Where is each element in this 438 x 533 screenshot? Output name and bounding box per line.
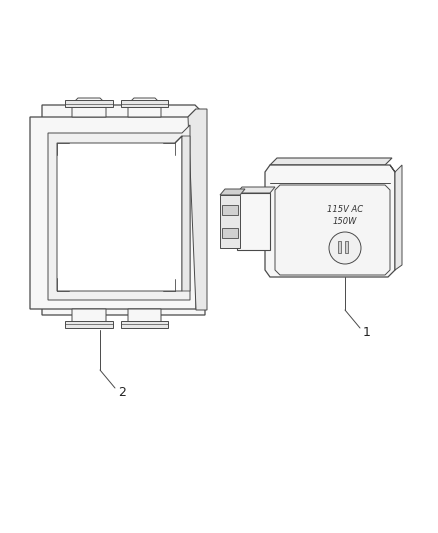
Polygon shape xyxy=(72,98,106,117)
Polygon shape xyxy=(188,109,207,310)
Polygon shape xyxy=(48,125,190,300)
Polygon shape xyxy=(220,189,245,195)
Polygon shape xyxy=(57,136,182,291)
Polygon shape xyxy=(128,309,161,328)
Polygon shape xyxy=(390,165,402,270)
Text: 1: 1 xyxy=(363,327,371,340)
Polygon shape xyxy=(121,321,168,328)
Polygon shape xyxy=(42,105,205,315)
Polygon shape xyxy=(265,165,395,277)
Text: 150W: 150W xyxy=(333,217,357,227)
Polygon shape xyxy=(270,158,392,165)
Polygon shape xyxy=(220,195,240,248)
Polygon shape xyxy=(275,185,390,275)
Polygon shape xyxy=(345,241,348,253)
Text: 2: 2 xyxy=(118,385,126,399)
Polygon shape xyxy=(175,136,190,291)
Circle shape xyxy=(329,232,361,264)
Polygon shape xyxy=(72,309,106,328)
Polygon shape xyxy=(222,228,238,238)
Polygon shape xyxy=(65,321,113,328)
Polygon shape xyxy=(121,100,168,107)
Polygon shape xyxy=(338,241,341,253)
Polygon shape xyxy=(237,193,270,250)
Polygon shape xyxy=(222,205,238,215)
Polygon shape xyxy=(128,98,161,117)
Text: 115V AC: 115V AC xyxy=(327,206,363,214)
Polygon shape xyxy=(30,109,196,309)
Polygon shape xyxy=(65,100,113,107)
Polygon shape xyxy=(237,187,275,193)
